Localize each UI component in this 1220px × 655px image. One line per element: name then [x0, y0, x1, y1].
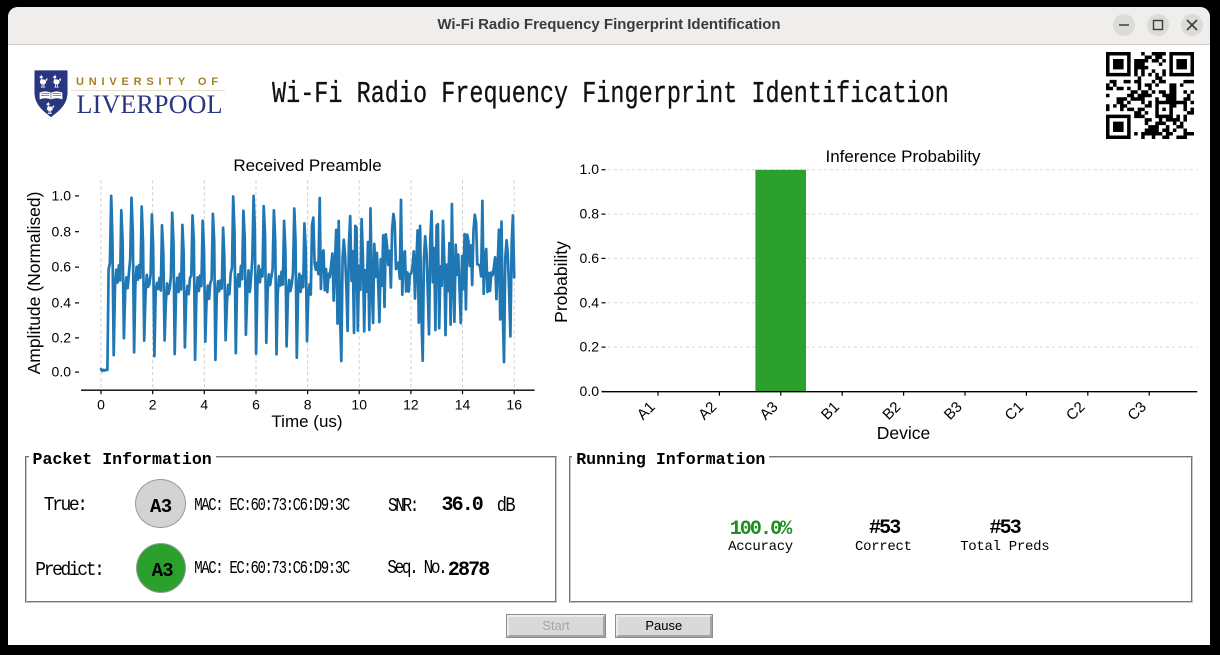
- svg-text:Time (us): Time (us): [271, 412, 342, 431]
- svg-text:16: 16: [506, 397, 522, 413]
- svg-text:A2: A2: [695, 398, 720, 423]
- svg-text:Inference Probability: Inference Probability: [826, 147, 981, 166]
- svg-text:B2: B2: [879, 398, 904, 423]
- svg-text:B1: B1: [818, 398, 843, 423]
- svg-text:A1: A1: [634, 398, 659, 423]
- svg-text:Amplitude (Normalised): Amplitude (Normalised): [24, 192, 44, 375]
- svg-text:C1: C1: [1002, 398, 1028, 424]
- svg-text:A3: A3: [757, 398, 782, 423]
- svg-text:0.4: 0.4: [580, 294, 600, 310]
- svg-text:Received Preamble: Received Preamble: [233, 156, 381, 175]
- svg-text:0.2: 0.2: [580, 339, 600, 355]
- svg-text:0.2: 0.2: [52, 330, 72, 346]
- svg-text:8: 8: [304, 397, 312, 413]
- svg-text:B3: B3: [941, 398, 966, 423]
- svg-text:12: 12: [403, 397, 419, 413]
- svg-text:0.0: 0.0: [52, 364, 72, 380]
- svg-text:0.6: 0.6: [52, 259, 72, 275]
- svg-text:1.0: 1.0: [52, 188, 72, 204]
- svg-text:C2: C2: [1063, 398, 1089, 424]
- svg-text:2: 2: [149, 397, 157, 413]
- svg-text:0.0: 0.0: [580, 383, 600, 399]
- svg-text:0.4: 0.4: [52, 295, 72, 311]
- svg-text:1.0: 1.0: [580, 161, 600, 177]
- svg-text:0.8: 0.8: [52, 223, 72, 239]
- svg-text:0.8: 0.8: [580, 206, 600, 222]
- svg-text:14: 14: [455, 397, 471, 413]
- svg-text:4: 4: [200, 397, 208, 413]
- svg-text:C3: C3: [1124, 398, 1150, 424]
- svg-text:0.6: 0.6: [580, 250, 600, 266]
- svg-text:6: 6: [252, 397, 260, 413]
- svg-text:Probability: Probability: [551, 241, 571, 323]
- svg-text:Device: Device: [877, 423, 931, 443]
- svg-text:0: 0: [97, 397, 105, 413]
- svg-text:10: 10: [351, 397, 367, 413]
